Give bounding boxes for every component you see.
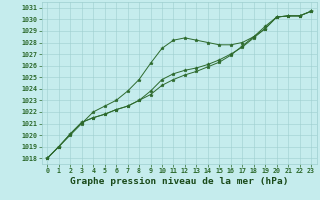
X-axis label: Graphe pression niveau de la mer (hPa): Graphe pression niveau de la mer (hPa) xyxy=(70,177,288,186)
